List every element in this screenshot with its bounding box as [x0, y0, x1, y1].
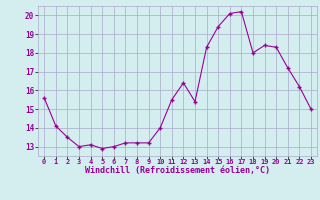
- X-axis label: Windchill (Refroidissement éolien,°C): Windchill (Refroidissement éolien,°C): [85, 166, 270, 175]
